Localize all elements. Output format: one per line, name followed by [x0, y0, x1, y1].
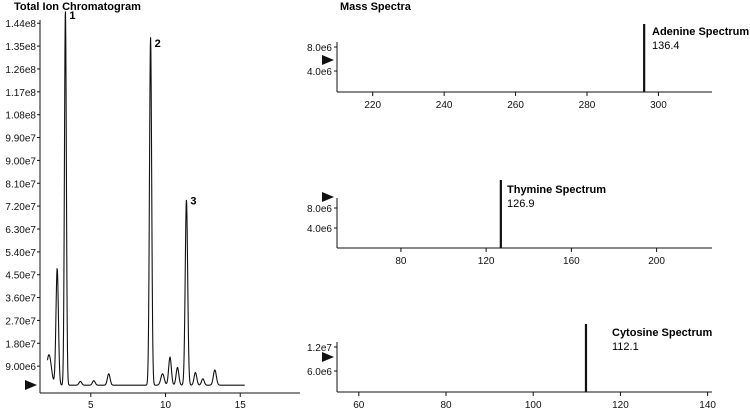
spectrum-marker — [322, 352, 334, 362]
tic-y-tick-label: 1.08e8 — [5, 111, 36, 122]
tic-y-tick-label: 2.70e7 — [5, 316, 36, 327]
tic-y-tick-label: 9.00e6 — [5, 362, 36, 373]
spectrum-y-tick-label: 4.0e6 — [307, 224, 332, 235]
mass-spectra-title: Mass Spectra — [340, 1, 412, 13]
spectrum-peak-value: 136.4 — [652, 40, 680, 52]
tic-y-tick-label: 3.60e7 — [5, 294, 36, 305]
tic-y-tick-label: 7.20e7 — [5, 202, 36, 213]
tic-peak-label: 3 — [190, 196, 196, 208]
tic-y-tick-label: 1.17e8 — [5, 88, 36, 99]
tic-peak-label: 1 — [69, 10, 75, 22]
spectrum-x-tick-label: 260 — [507, 100, 524, 111]
tic-title: Total Ion Chromatogram — [14, 1, 141, 13]
spectrum-x-tick-label: 60 — [353, 400, 365, 411]
tic-y-tick-label: 9.90e7 — [5, 134, 36, 145]
tic-y-tick-label: 1.80e7 — [5, 339, 36, 350]
spectrum-name-label: Thymine Spectrum — [507, 184, 606, 196]
tic-y-tick-label: 8.10e7 — [5, 179, 36, 190]
spectrum-x-tick-label: 200 — [648, 256, 665, 267]
spectrum-name-label: Adenine Spectrum — [652, 26, 749, 38]
tic-trace — [46, 11, 245, 386]
tic-y-tick-label: 5.40e7 — [5, 248, 36, 259]
spectrum-peak-value: 126.9 — [507, 198, 535, 210]
tic-peak-label: 2 — [155, 38, 161, 50]
spectrum-y-tick-label: 8.0e6 — [307, 43, 332, 54]
spectrum-x-tick-label: 120 — [478, 256, 495, 267]
spectrum-x-tick-label: 120 — [612, 400, 629, 411]
spectrum-name-label: Cytosine Spectrum — [612, 327, 712, 339]
tic-baseline-marker — [25, 380, 37, 390]
spectrum-peak-value: 112.1 — [612, 341, 639, 353]
spectrum-x-tick-label: 220 — [364, 100, 381, 111]
spectrum-x-tick-label: 80 — [440, 400, 452, 411]
spectrum-y-tick-label: 1.2e7 — [307, 343, 332, 354]
spectrum-y-tick-label: 8.0e6 — [307, 204, 332, 215]
tic-y-tick-label: 1.44e8 — [5, 19, 36, 30]
tic-y-tick-label: 6.30e7 — [5, 225, 36, 236]
tic-y-tick-label: 1.35e8 — [5, 42, 36, 53]
tic-y-tick-label: 1.26e8 — [5, 65, 36, 76]
spectrum-x-tick-label: 140 — [699, 400, 716, 411]
tic-y-tick-label: 4.50e7 — [5, 271, 36, 282]
spectrum-marker — [322, 192, 334, 202]
tic-x-tick-label: 5 — [88, 400, 94, 411]
spectrum-x-tick-label: 100 — [525, 400, 542, 411]
tic-y-tick-label: 9.00e7 — [5, 156, 36, 167]
spectrum-marker — [322, 55, 334, 65]
spectrum-x-tick-label: 300 — [650, 100, 667, 111]
spectrum-y-tick-label: 4.0e6 — [307, 67, 332, 78]
tic-x-tick-label: 10 — [160, 400, 172, 411]
spectrum-x-tick-label: 160 — [563, 256, 580, 267]
spectrum-y-tick-label: 6.0e6 — [307, 367, 332, 378]
tic-x-tick-label: 15 — [235, 400, 247, 411]
spectrum-x-tick-label: 280 — [579, 100, 596, 111]
spectrum-x-tick-label: 80 — [395, 256, 407, 267]
spectrum-x-tick-label: 240 — [436, 100, 453, 111]
